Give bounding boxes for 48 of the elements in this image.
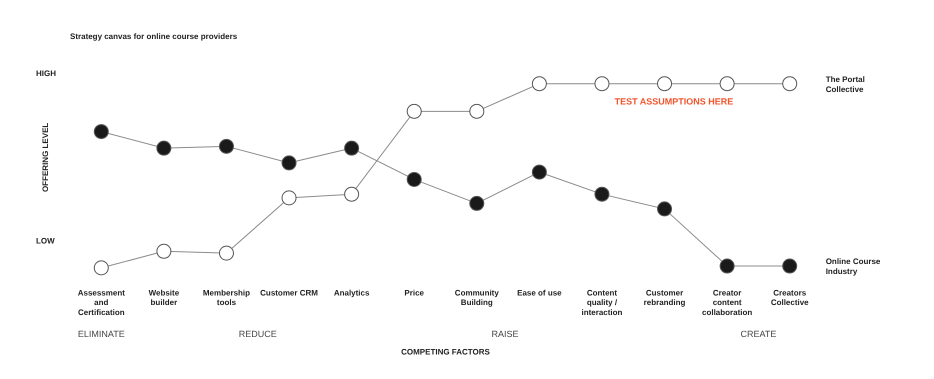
text: The Portal Collective — [826, 74, 865, 94]
point — [720, 76, 735, 92]
text: LOW — [36, 236, 56, 246]
point — [282, 190, 297, 206]
point — [344, 140, 360, 156]
x-tick-label: Content quality / interaction — [582, 288, 623, 317]
point — [218, 246, 234, 261]
point — [532, 76, 547, 92]
point — [532, 164, 547, 180]
point — [782, 76, 798, 92]
point — [469, 104, 484, 119]
y-axis-title: OFFERING LEVEL — [41, 122, 50, 192]
point — [156, 244, 172, 259]
x-tick-label: Assessment and Certification — [78, 288, 126, 317]
point — [344, 186, 360, 202]
x-tick-label: Website builder — [148, 288, 180, 308]
point — [406, 172, 422, 187]
x-axis-title: COMPETING FACTORS — [401, 347, 491, 356]
point — [406, 104, 422, 119]
x-tick-label: Analytics — [334, 288, 370, 298]
text: REDUCE — [238, 329, 277, 340]
point — [594, 186, 610, 202]
x-tick-label: Customer rebranding — [644, 288, 686, 308]
point — [282, 155, 297, 170]
point — [94, 260, 109, 276]
point — [720, 258, 735, 274]
text: RAISE — [491, 329, 518, 340]
point — [94, 124, 109, 140]
point — [469, 196, 484, 211]
chart-title: Strategy canvas for online course providers — [70, 32, 238, 42]
point — [218, 138, 234, 154]
text: Online Course Industry — [826, 257, 881, 276]
text: ELIMINATE — [78, 329, 125, 340]
x-tick-label: Community Building — [454, 288, 500, 308]
point — [594, 76, 610, 92]
point — [657, 76, 672, 92]
point — [156, 140, 172, 156]
text: CREATE — [740, 329, 776, 340]
x-tick-label: Creator content collaboration — [702, 288, 752, 317]
annotation: TEST ASSUMPTIONS HERE — [614, 96, 734, 107]
text: HIGH — [36, 68, 56, 78]
point — [657, 201, 672, 216]
point — [782, 258, 798, 274]
x-tick-label: Customer CRM — [260, 288, 318, 298]
x-tick-label: Creators Collective — [770, 288, 810, 308]
x-tick-label: Membership tools — [202, 288, 250, 308]
x-tick-label: Price — [404, 288, 425, 298]
x-tick-label: Ease of use — [517, 288, 562, 298]
